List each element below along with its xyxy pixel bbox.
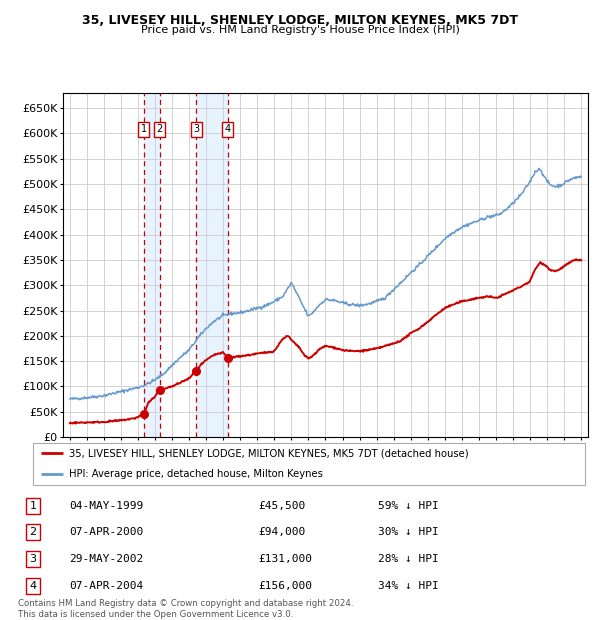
Text: HPI: Average price, detached house, Milton Keynes: HPI: Average price, detached house, Milt… xyxy=(69,469,323,479)
Text: 07-APR-2000: 07-APR-2000 xyxy=(69,528,143,538)
Text: 4: 4 xyxy=(225,124,231,134)
Text: 2: 2 xyxy=(157,124,163,134)
Text: £94,000: £94,000 xyxy=(258,528,305,538)
Text: 35, LIVESEY HILL, SHENLEY LODGE, MILTON KEYNES, MK5 7DT (detached house): 35, LIVESEY HILL, SHENLEY LODGE, MILTON … xyxy=(69,448,469,458)
Text: 3: 3 xyxy=(193,124,199,134)
Text: Contains HM Land Registry data © Crown copyright and database right 2024.
This d: Contains HM Land Registry data © Crown c… xyxy=(18,600,353,619)
Text: 35, LIVESEY HILL, SHENLEY LODGE, MILTON KEYNES, MK5 7DT: 35, LIVESEY HILL, SHENLEY LODGE, MILTON … xyxy=(82,14,518,27)
Text: £156,000: £156,000 xyxy=(258,581,312,591)
Text: 2: 2 xyxy=(29,528,37,538)
Text: Price paid vs. HM Land Registry's House Price Index (HPI): Price paid vs. HM Land Registry's House … xyxy=(140,25,460,35)
Text: 1: 1 xyxy=(29,501,37,511)
Text: 4: 4 xyxy=(29,581,37,591)
Bar xyxy=(196,93,228,437)
Text: 3: 3 xyxy=(29,554,37,564)
Bar xyxy=(144,93,160,437)
Text: 34% ↓ HPI: 34% ↓ HPI xyxy=(378,581,439,591)
Text: 29-MAY-2002: 29-MAY-2002 xyxy=(69,554,143,564)
Text: £131,000: £131,000 xyxy=(258,554,312,564)
Text: 07-APR-2004: 07-APR-2004 xyxy=(69,581,143,591)
Text: 1: 1 xyxy=(141,124,147,134)
Text: 28% ↓ HPI: 28% ↓ HPI xyxy=(378,554,439,564)
Text: 59% ↓ HPI: 59% ↓ HPI xyxy=(378,501,439,511)
Text: 30% ↓ HPI: 30% ↓ HPI xyxy=(378,528,439,538)
FancyBboxPatch shape xyxy=(33,443,585,485)
Text: £45,500: £45,500 xyxy=(258,501,305,511)
Text: 04-MAY-1999: 04-MAY-1999 xyxy=(69,501,143,511)
